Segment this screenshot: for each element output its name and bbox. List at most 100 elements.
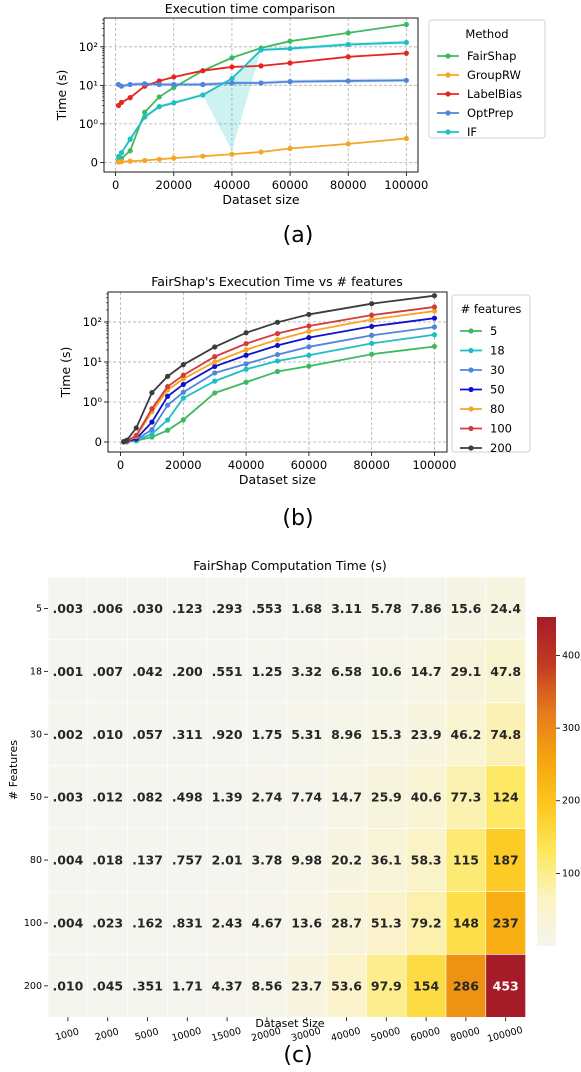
heatmap-x-tick-label: 80000 [449,1026,481,1044]
data-point [200,68,206,74]
heatmap-cell [366,765,407,829]
data-point [156,156,162,162]
heatmap-cell-label: .351 [132,978,163,993]
legend-marker [468,386,474,393]
heatmap-cell-label: 51.3 [371,915,402,930]
data-point [369,351,375,357]
data-point [118,159,125,165]
data-point [287,38,293,44]
heatmap-cell-label: 15.3 [371,727,402,742]
heatmap-cell [167,702,208,766]
data-point [274,330,281,337]
data-point [258,47,264,53]
x-tick-label: 80000 [330,178,367,192]
heatmap-cell-label: .200 [172,664,203,679]
heatmap-cell-label: 24.4 [490,601,521,616]
data-point [243,341,249,347]
x-tick-label: 60000 [291,458,328,472]
data-point [127,95,133,101]
data-point [118,99,125,106]
data-point [306,311,312,318]
legend-frame [428,19,546,139]
data-point [345,54,351,60]
legend-marker [445,110,451,116]
data-point [369,316,375,323]
y-tick-label: 10² [83,315,102,329]
heatmap-y-tick-label: 200 [24,981,42,992]
data-point [258,63,264,69]
heatmap-y-tick-label: 30 [30,729,42,740]
data-point [149,419,155,425]
data-point [345,41,351,48]
heatmap-cell [485,576,526,641]
legend-entry: 200 [490,441,512,455]
heatmap-cell-label: 14.7 [331,790,362,805]
heatmap-cell-label: .920 [212,727,243,742]
heatmap-cell [206,954,248,1018]
heatmap-cell [167,576,208,641]
heatmap-y-tick-label: 5 [36,603,42,614]
chart-a-x-ticks: 0 20000 40000 60000 80000 100000 [112,172,428,192]
heatmap-y-tick-label: 100 [24,918,42,929]
data-point [345,141,351,147]
heatmap-cell-label: .030 [132,601,163,616]
heatmap-x-tick-label: 15000 [210,1026,242,1044]
panel-a-caption: (a) [283,223,314,248]
data-point [243,347,249,353]
heatmap-y-tick-label: 80 [30,855,42,866]
heatmap-cell [445,828,487,892]
heatmap-cell [405,828,447,892]
data-point [243,330,249,336]
legend-title: Method [465,27,508,41]
heatmap-cell-label: .045 [92,978,123,993]
data-point [127,148,133,154]
heatmap-cell [286,576,327,641]
data-point [180,376,186,382]
heatmap-cell-label: .123 [172,601,203,616]
heatmap-cell [206,828,248,892]
heatmap-cell [286,765,327,829]
data-point [369,312,375,318]
heatmap-cell-label: 115 [453,853,479,868]
data-point [212,378,218,384]
heatmap-cell [87,765,128,829]
panel-b-caption: (b) [282,506,313,531]
data-point [369,301,375,307]
chart-a-x-label: Dataset size [222,192,299,207]
heatmap-cell [87,828,128,892]
heatmap-cell-label: .162 [132,915,163,930]
heatmap-y-label: # Features [7,740,20,800]
data-point [431,343,438,350]
series-line-50 [123,317,435,443]
heatmap-y-tick-label: 18 [30,666,42,677]
heatmap-cell [485,639,526,704]
heatmap-x-tick-label: 5000 [134,1026,160,1043]
heatmap-cell [485,891,526,955]
heatmap-cell-label: 58.3 [411,853,442,868]
heatmap-cell-label: 7.86 [411,601,442,616]
panel-c-caption: (c) [283,1043,312,1068]
heatmap-cell-label: 286 [453,978,479,993]
heatmap-cell [326,576,367,641]
heatmap-cell-label: 2.74 [251,790,282,805]
heatmap-cell-label: 8.96 [331,727,362,742]
y-tick-label: 10¹ [83,355,102,369]
data-point [156,94,162,100]
chart-b-x-label: Dataset size [239,472,316,487]
heatmap-cell-label: .293 [212,601,243,616]
heatmap-cell [206,765,248,829]
heatmap-y-ticks: 5 18 30 50 80 100 200 [24,603,48,992]
data-point [149,390,155,396]
heatmap-cell [87,954,128,1018]
heatmap-cell-label: .004 [52,915,83,930]
heatmap-cell-label: 237 [493,915,519,930]
data-point [212,363,218,370]
legend-entry: LabelBias [467,87,522,101]
data-point [369,332,375,338]
heatmap-cell-label: .001 [52,664,83,679]
heatmap-cell-label: .007 [92,664,123,679]
series-line-80 [123,310,435,443]
colorbar-tick-label: 100 [562,868,580,879]
chart-b-axes-frame [107,291,448,453]
data-point [118,83,125,89]
